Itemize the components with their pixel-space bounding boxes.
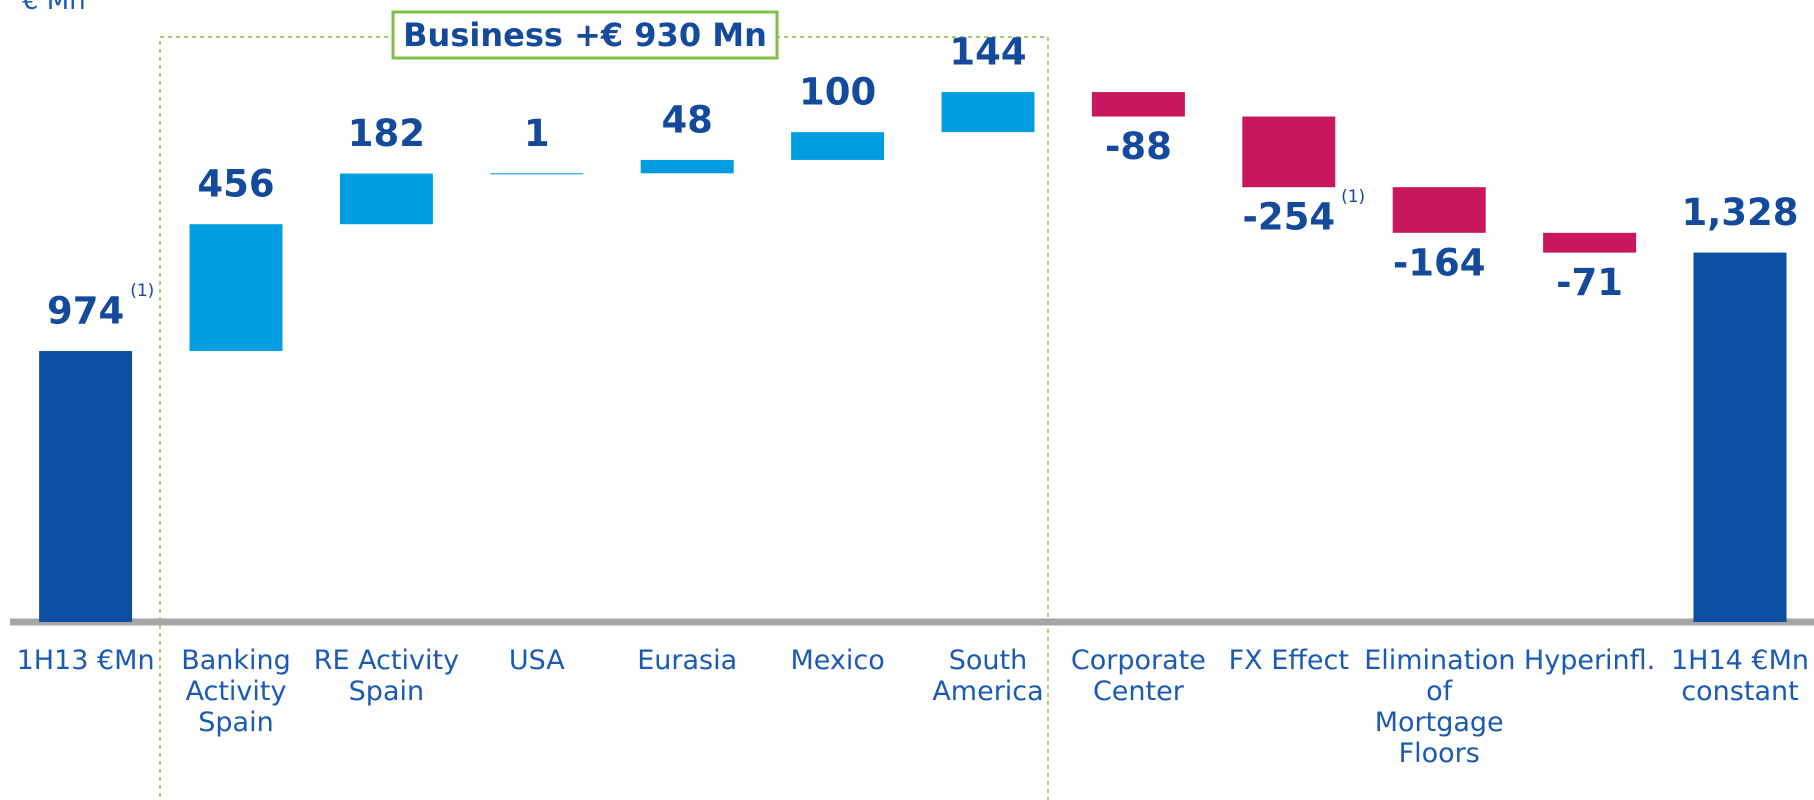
value-label: 144: [949, 31, 1026, 74]
x-tick-label: Corporate Center: [1070, 645, 1206, 707]
value-label: 1: [524, 112, 550, 155]
bar: [791, 132, 885, 160]
bar: [1242, 116, 1336, 188]
value-label: -71: [1556, 261, 1623, 304]
bar: [39, 351, 133, 622]
business-label: Business +€ 930 Mn: [403, 16, 767, 54]
x-tick-label: USA: [508, 645, 565, 676]
value-note: (1): [1341, 187, 1365, 207]
bar: [640, 159, 734, 174]
x-tick-label: 1H14 €Mn constant: [1670, 645, 1809, 707]
bar: [490, 173, 584, 175]
x-tick-label: South America: [932, 645, 1044, 707]
value-label: 974: [47, 290, 124, 333]
value-label: 48: [661, 98, 713, 141]
bar: [941, 92, 1035, 133]
value-label: -88: [1105, 125, 1172, 168]
bar: [1091, 92, 1185, 117]
value-label: -254: [1243, 196, 1336, 239]
bar: [1693, 252, 1787, 623]
bar: [189, 224, 283, 352]
value-note: (1): [130, 281, 154, 301]
x-tick-label: RE Activity Spain: [313, 645, 460, 707]
value-label: 456: [197, 163, 274, 206]
bar: [339, 173, 433, 225]
x-tick-label: FX Effect: [1228, 645, 1349, 676]
value-label: 1,328: [1681, 191, 1798, 234]
x-tick-label: Hyperinfl.: [1523, 645, 1656, 676]
bar: [1543, 232, 1637, 253]
value-label: -164: [1393, 241, 1486, 284]
bar: [1392, 187, 1486, 233]
business-box: [391, 10, 779, 60]
x-tick-label: Mexico: [790, 645, 885, 676]
value-label: 100: [799, 71, 876, 114]
x-tick-label: Elimination of Mortgage Floors: [1364, 645, 1516, 769]
x-tick-label: Banking Activity Spain: [181, 645, 291, 738]
x-tick-label: 1H13 €Mn: [16, 645, 155, 676]
unit-label: € Mn: [22, 0, 86, 16]
value-label: 182: [348, 112, 425, 155]
x-tick-label: Eurasia: [637, 645, 738, 676]
